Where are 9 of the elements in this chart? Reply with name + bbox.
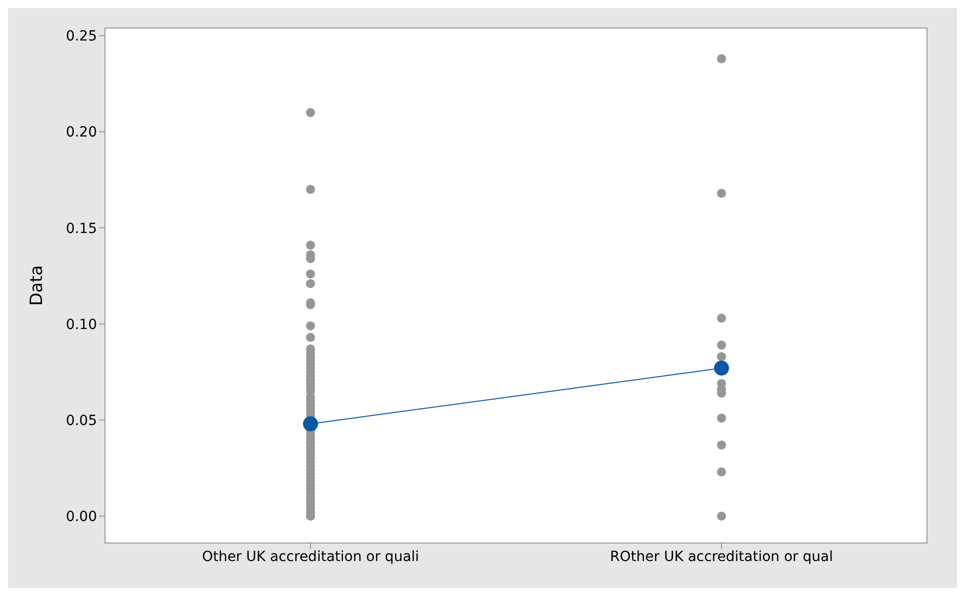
x-tick-label: ROther UK accreditation or qual [610,548,833,565]
y-tick-label: 0.00 [66,509,97,526]
y-tick-label: 0.20 [66,124,97,141]
y-tick-label: 0.05 [66,412,97,429]
y-tick-label: 0.15 [66,220,97,237]
y-tick-label: 0.10 [66,316,97,333]
x-tick-label: Other UK accreditation or quali [202,548,420,565]
y-axis-title: Data [27,265,48,306]
y-tick-label: 0.25 [66,28,97,45]
